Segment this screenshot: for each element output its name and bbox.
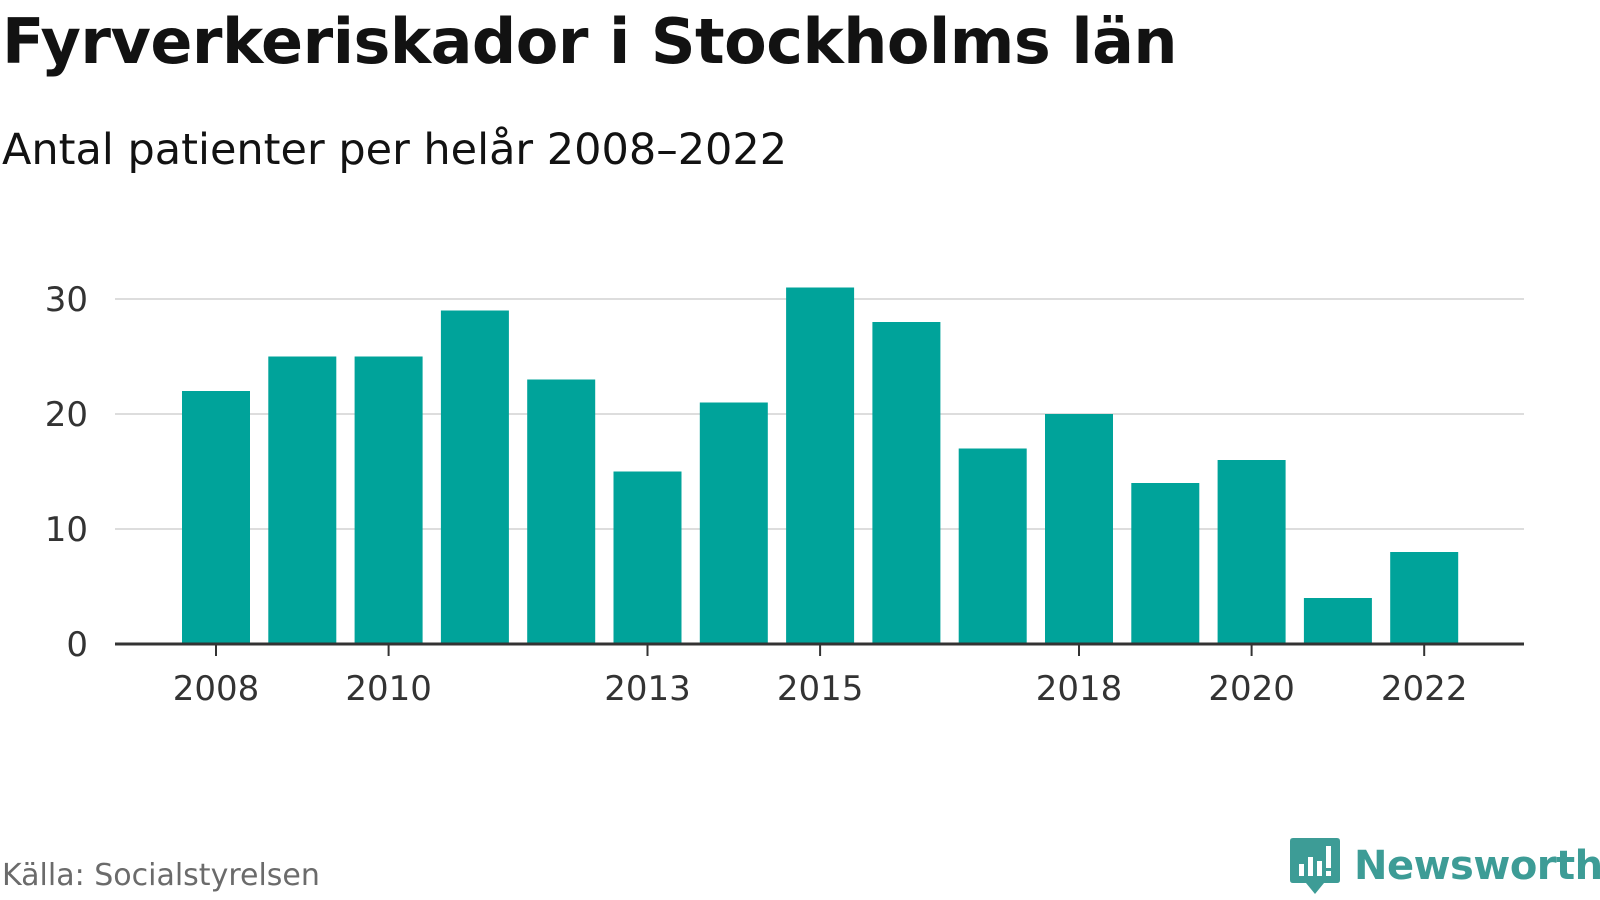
y-tick-label: 0 bbox=[66, 625, 88, 665]
x-tick-label: 2020 bbox=[1208, 669, 1295, 709]
bar-2013 bbox=[613, 471, 682, 644]
logo-text: Newsworthy bbox=[1354, 843, 1600, 889]
bar-2016 bbox=[872, 322, 941, 644]
bar-2019 bbox=[1131, 483, 1200, 644]
x-tick-label: 2022 bbox=[1381, 669, 1468, 709]
source-note: Källa: Socialstyrelsen bbox=[2, 858, 320, 893]
y-tick-label: 10 bbox=[45, 510, 88, 550]
bar-2008 bbox=[182, 391, 250, 644]
bars bbox=[182, 287, 1459, 644]
bar-2009 bbox=[268, 356, 337, 644]
bar-2021 bbox=[1303, 598, 1372, 644]
x-tick-label: 2015 bbox=[777, 669, 864, 709]
chart-subtitle: Antal patienter per helår 2008–2022 bbox=[2, 125, 788, 175]
bar-2010 bbox=[354, 356, 423, 644]
bar-2014 bbox=[699, 402, 768, 644]
newsworthy-logo-icon bbox=[1290, 838, 1340, 894]
bar-2020 bbox=[1217, 460, 1286, 644]
newsworthy-logo: Newsworthy bbox=[1290, 838, 1600, 894]
y-axis-labels: 0 10 20 30 bbox=[45, 280, 88, 665]
bar-2012 bbox=[527, 379, 596, 644]
x-tick-label: 2018 bbox=[1036, 669, 1123, 709]
x-tick-label: 2013 bbox=[604, 669, 691, 709]
bar-2017 bbox=[958, 448, 1027, 644]
x-tick-label: 2010 bbox=[345, 669, 432, 709]
chart-title: Fyrverkeriskador i Stockholms län bbox=[2, 5, 1178, 78]
x-tick-label: 2008 bbox=[173, 669, 260, 709]
bar-2018 bbox=[1045, 414, 1113, 644]
bar-chart: 0 10 20 30 2008 2010 2013 2015 2018 2020 2022 bbox=[45, 280, 1524, 709]
y-tick-label: 30 bbox=[45, 280, 88, 320]
bar-2011 bbox=[440, 310, 509, 644]
bar-2022 bbox=[1390, 552, 1459, 644]
x-axis bbox=[115, 642, 1524, 656]
y-tick-label: 20 bbox=[45, 395, 88, 435]
bar-2015 bbox=[786, 287, 855, 644]
x-axis-labels: 2008 2010 2013 2015 2018 2020 2022 bbox=[173, 669, 1468, 709]
